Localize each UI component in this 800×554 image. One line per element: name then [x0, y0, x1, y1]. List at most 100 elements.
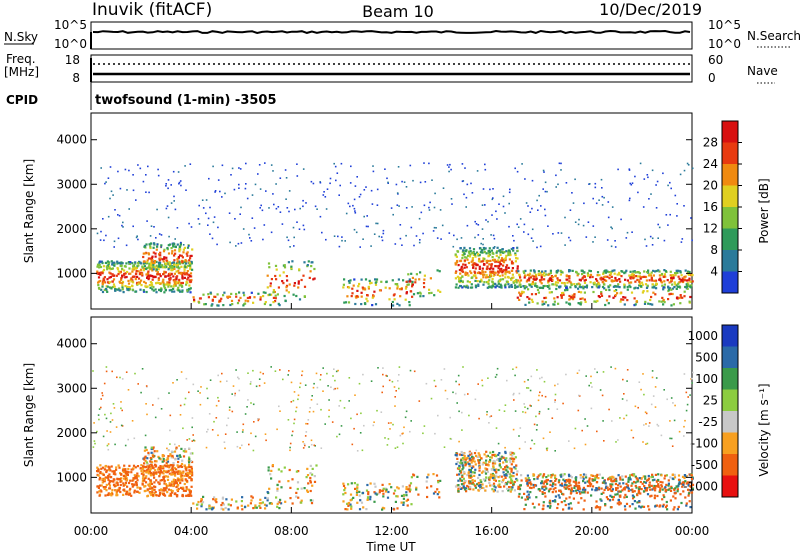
- echo-cell: [618, 271, 621, 274]
- echo-cell: [615, 480, 618, 483]
- echo-cell: [337, 369, 339, 372]
- echo-cell: [231, 167, 234, 170]
- echo-cell: [382, 487, 385, 490]
- echo-cell: [102, 218, 104, 220]
- echo-cell: [511, 454, 514, 457]
- echo-cell: [511, 267, 514, 270]
- echo-cell: [311, 473, 314, 476]
- echo-cell: [180, 472, 183, 475]
- echo-cell: [672, 303, 675, 306]
- echo-cell: [461, 250, 464, 253]
- echo-cell: [492, 188, 494, 190]
- echo-cell: [148, 482, 151, 485]
- echo-cell: [473, 262, 476, 265]
- echo-cell: [127, 288, 130, 291]
- echo-cell: [674, 404, 676, 407]
- echo-cell: [512, 276, 515, 279]
- echo-cell: [180, 486, 183, 489]
- echo-cell: [536, 477, 539, 480]
- echo-cell: [356, 486, 359, 489]
- echo-cell: [152, 285, 155, 289]
- echo-cell: [411, 295, 414, 298]
- echo-cell: [311, 395, 313, 397]
- echo-cell: [632, 497, 635, 500]
- echo-cell: [655, 287, 658, 290]
- echo-cell: [501, 274, 504, 277]
- echo-cell: [511, 486, 514, 489]
- echo-cell: [533, 478, 536, 481]
- echo-cell: [208, 177, 210, 180]
- echo-cell: [185, 472, 188, 475]
- echo-cell: [356, 487, 359, 490]
- echo-cell: [151, 278, 154, 281]
- echo-cell: [635, 300, 638, 303]
- echo-cell: [582, 477, 585, 480]
- echo-cell: [423, 286, 426, 289]
- echo-cell: [617, 168, 619, 171]
- echo-cell: [681, 296, 684, 299]
- echo-cell: [386, 177, 388, 180]
- echo-cell: [550, 476, 553, 479]
- echo-cell: [651, 244, 654, 246]
- echo-cell: [480, 457, 483, 460]
- echo-cell: [120, 407, 122, 410]
- echo-cell: [362, 238, 364, 240]
- echo-cell: [124, 472, 127, 475]
- echo-cell: [221, 372, 223, 375]
- echo-cell: [613, 279, 616, 282]
- echo-cell: [108, 467, 111, 470]
- echo-cell: [190, 472, 193, 475]
- echo-cell: [415, 235, 418, 237]
- echo-cell: [550, 291, 553, 294]
- echo-cell: [503, 258, 506, 261]
- echo-cell: [106, 476, 109, 479]
- echo-cell: [549, 487, 552, 490]
- echo-cell: [528, 274, 531, 277]
- echo-cell: [169, 484, 172, 487]
- echo-cell: [647, 302, 650, 305]
- echo-cell: [178, 261, 181, 264]
- echo-cell: [606, 275, 609, 278]
- echo-cell: [149, 492, 152, 495]
- echo-cell: [496, 218, 498, 220]
- echo-cell: [483, 281, 486, 284]
- echo-cell: [524, 503, 527, 506]
- echo-cell: [268, 502, 271, 505]
- echo-cell: [559, 489, 562, 492]
- echo-cell: [493, 246, 496, 248]
- echo-cell: [240, 500, 243, 503]
- echo-cell: [527, 482, 531, 485]
- echo-cell: [471, 259, 474, 262]
- echo-cell: [621, 478, 624, 481]
- echo-cell: [169, 278, 172, 281]
- echo-cell: [107, 478, 110, 481]
- echo-cell: [193, 300, 196, 303]
- echo-cell: [134, 481, 137, 484]
- echo-cell: [615, 488, 618, 491]
- echo-cell: [171, 290, 174, 293]
- echo-cell: [578, 395, 581, 397]
- echo-cell: [663, 273, 666, 276]
- echo-cell: [109, 268, 112, 271]
- echo-cell: [507, 266, 510, 269]
- echo-cell: [642, 275, 645, 278]
- echo-cell: [177, 286, 180, 289]
- echo-cell: [349, 503, 352, 506]
- echo-cell: [165, 465, 168, 468]
- echo-cell: [474, 271, 477, 274]
- echo-cell: [214, 295, 217, 298]
- echo-cell: [320, 447, 323, 449]
- echo-cell: [111, 419, 114, 421]
- echo-cell: [167, 488, 170, 491]
- echo-cell: [485, 261, 489, 264]
- echo-cell: [544, 214, 547, 217]
- echo-cell: [142, 262, 145, 266]
- echo-cell: [513, 457, 516, 461]
- echo-cell: [586, 425, 589, 427]
- echo-cell: [259, 298, 262, 301]
- echo-cell: [96, 470, 100, 473]
- echo-cell: [174, 245, 177, 248]
- echo-cell: [122, 467, 125, 470]
- echo-cell: [285, 289, 288, 292]
- echo-cell: [673, 492, 676, 495]
